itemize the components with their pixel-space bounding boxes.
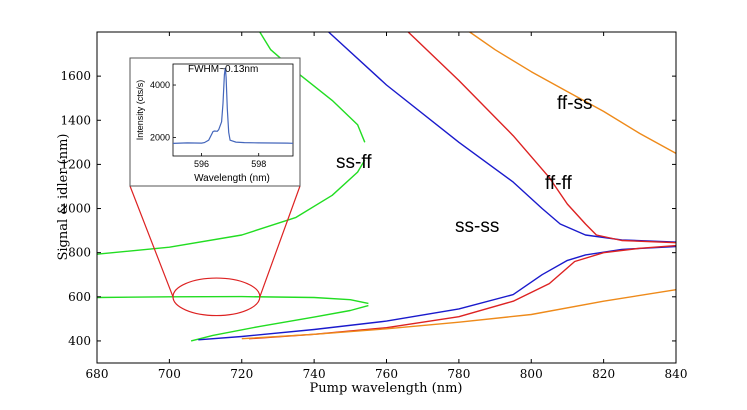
x-tick-label: 720 xyxy=(230,367,253,381)
y-tick-label: 800 xyxy=(68,246,91,260)
x-tick-label: 800 xyxy=(520,367,543,381)
x-tick-label: 740 xyxy=(303,367,326,381)
x-tick-label: 760 xyxy=(375,367,398,381)
curves-layer xyxy=(96,31,677,342)
x-tick-label: 840 xyxy=(665,367,688,381)
label-ff-ff: ff-ff xyxy=(545,173,572,194)
x-tick-label: 700 xyxy=(158,367,181,381)
zoom-annotation xyxy=(129,185,301,317)
axis-ticks: 680 700 720 740 760 780 800 820 840 400 600 800 1000… xyxy=(60,32,687,381)
zoom-line-right xyxy=(259,185,301,298)
inset-ticks: 596 598 2000 4000 xyxy=(150,80,266,169)
x-tick-label: 780 xyxy=(447,367,470,381)
series-ss-ff-segment-1 xyxy=(259,31,366,143)
x-tick-label: 820 xyxy=(592,367,615,381)
y-tick-label: 1000 xyxy=(60,202,91,216)
label-ss-ss: ss-ss xyxy=(455,216,499,237)
y-axis-label: Signal & idler (nm) xyxy=(56,133,71,260)
y-tick-label: 1200 xyxy=(60,157,91,171)
series-ff-ss-segment-1 xyxy=(241,289,677,340)
inset-frame xyxy=(172,63,294,157)
inset-fwhm-annotation: FWHM~0.13nm xyxy=(188,64,258,75)
series-ss-ss-segment-0 xyxy=(328,31,677,243)
series-ss-ff-segment-2 xyxy=(96,295,369,305)
series-ff-ff-segment-1 xyxy=(248,244,677,340)
inset-spectrum: 596 598 2000 4000 FWHM~0.13nm Wavelength (n… xyxy=(129,57,301,187)
inset-y-tick-label: 4000 xyxy=(150,80,170,90)
series-ss-ff-segment-0 xyxy=(96,159,366,255)
series-ss-ff-segment-3 xyxy=(190,304,369,342)
inset-y-label: Intensity (cts/s) xyxy=(135,80,145,141)
x-axis-label: Pump wavelength (nm) xyxy=(310,381,463,396)
inset-spectrum-line xyxy=(172,67,294,144)
inset-y-tick-label: 2000 xyxy=(150,133,170,143)
inset-background xyxy=(129,57,301,187)
inset-x-tick-label: 598 xyxy=(251,159,266,169)
x-tick-label: 680 xyxy=(86,367,109,381)
series-ff-ss-segment-0 xyxy=(469,31,677,155)
y-tick-label: 1600 xyxy=(60,69,91,83)
y-tick-label: 600 xyxy=(68,290,91,304)
y-tick-label: 400 xyxy=(68,334,91,348)
inset-x-tick-label: 596 xyxy=(194,159,209,169)
label-ss-ff: ss-ff xyxy=(336,152,372,173)
inset-x-label: Wavelength (nm) xyxy=(194,173,270,184)
series-ff-ff-segment-0 xyxy=(407,31,677,244)
y-tick-label: 1400 xyxy=(60,113,91,127)
series-ss-ss-segment-1 xyxy=(198,245,677,341)
zoom-line-left xyxy=(129,185,174,298)
label-ff-ss: ff-ss xyxy=(557,93,593,114)
